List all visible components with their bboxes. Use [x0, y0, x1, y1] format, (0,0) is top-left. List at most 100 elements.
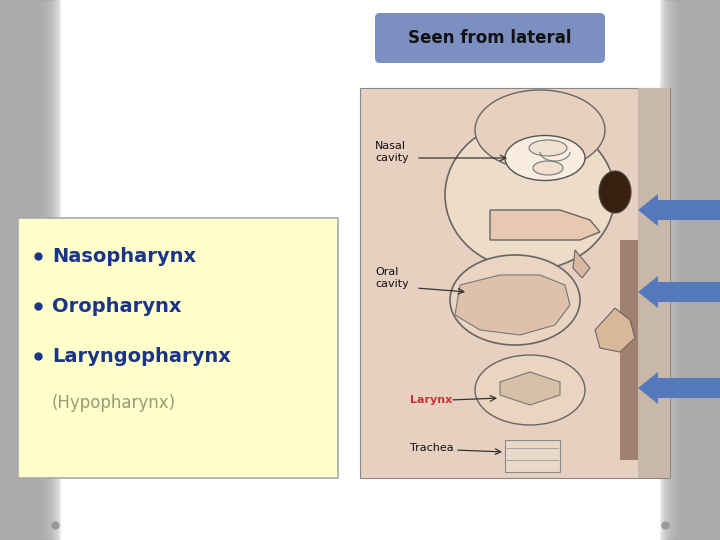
- Bar: [679, 0, 720, 540]
- Text: Larynx: Larynx: [410, 395, 452, 405]
- Bar: [665, 0, 720, 540]
- Bar: [0, 0, 45, 540]
- Bar: [0, 0, 11, 540]
- Text: Seen from lateral: Seen from lateral: [408, 29, 572, 47]
- Bar: [716, 0, 720, 540]
- Bar: [719, 0, 720, 540]
- Bar: [0, 0, 18, 540]
- Bar: [0, 0, 49, 540]
- Bar: [0, 0, 19, 540]
- Bar: [0, 0, 30, 540]
- Bar: [0, 0, 29, 540]
- Bar: [0, 0, 60, 540]
- Bar: [670, 0, 720, 540]
- Bar: [0, 0, 33, 540]
- Bar: [0, 0, 41, 540]
- Bar: [0, 0, 25, 540]
- Bar: [662, 0, 720, 540]
- Bar: [718, 0, 720, 540]
- Bar: [699, 0, 720, 540]
- Bar: [0, 0, 58, 540]
- Bar: [0, 0, 36, 540]
- Bar: [0, 0, 56, 540]
- Bar: [708, 0, 720, 540]
- Bar: [673, 0, 720, 540]
- Bar: [0, 0, 50, 540]
- Bar: [660, 0, 720, 540]
- Polygon shape: [500, 372, 560, 405]
- Bar: [694, 0, 720, 540]
- Bar: [0, 0, 10, 540]
- Bar: [678, 0, 720, 540]
- FancyBboxPatch shape: [505, 440, 560, 472]
- Bar: [712, 0, 720, 540]
- FancyBboxPatch shape: [360, 88, 670, 478]
- Bar: [0, 0, 38, 540]
- Bar: [705, 0, 720, 540]
- Bar: [0, 0, 37, 540]
- Bar: [0, 0, 7, 540]
- Bar: [0, 0, 57, 540]
- Bar: [696, 0, 720, 540]
- Ellipse shape: [475, 90, 605, 170]
- Bar: [664, 0, 720, 540]
- Bar: [693, 0, 720, 540]
- Bar: [677, 0, 720, 540]
- Bar: [714, 0, 720, 540]
- Bar: [0, 0, 1, 540]
- Bar: [681, 0, 720, 540]
- Bar: [715, 0, 720, 540]
- Bar: [713, 0, 720, 540]
- Bar: [702, 0, 720, 540]
- Polygon shape: [455, 275, 570, 335]
- Bar: [711, 0, 720, 540]
- Text: Trachea: Trachea: [410, 443, 454, 453]
- Ellipse shape: [475, 355, 585, 425]
- Bar: [683, 0, 720, 540]
- Bar: [687, 0, 720, 540]
- Bar: [0, 0, 9, 540]
- Bar: [0, 0, 21, 540]
- Bar: [688, 0, 720, 540]
- Bar: [0, 0, 20, 540]
- Bar: [671, 0, 720, 540]
- Bar: [0, 0, 48, 540]
- Ellipse shape: [505, 136, 585, 180]
- Bar: [0, 0, 26, 540]
- Bar: [0, 0, 24, 540]
- Text: Oropharynx: Oropharynx: [52, 296, 181, 315]
- Bar: [676, 0, 720, 540]
- Text: (Hypopharynx): (Hypopharynx): [52, 394, 176, 412]
- Bar: [0, 0, 23, 540]
- Text: Oral
cavity: Oral cavity: [375, 267, 409, 289]
- Bar: [695, 0, 720, 540]
- Bar: [700, 0, 720, 540]
- Bar: [0, 0, 31, 540]
- Bar: [666, 0, 720, 540]
- Bar: [710, 0, 720, 540]
- Bar: [672, 0, 720, 540]
- Bar: [0, 0, 12, 540]
- Bar: [689, 0, 720, 540]
- Bar: [682, 0, 720, 540]
- Bar: [0, 0, 40, 540]
- Bar: [0, 0, 5, 540]
- Bar: [0, 0, 27, 540]
- Bar: [0, 0, 6, 540]
- Bar: [706, 0, 720, 540]
- Bar: [0, 0, 2, 540]
- Bar: [698, 0, 720, 540]
- FancyBboxPatch shape: [658, 200, 720, 220]
- Bar: [0, 0, 13, 540]
- Bar: [0, 0, 35, 540]
- Bar: [0, 0, 43, 540]
- Bar: [0, 0, 46, 540]
- Bar: [680, 0, 720, 540]
- Ellipse shape: [450, 255, 580, 345]
- Polygon shape: [490, 210, 600, 240]
- Bar: [674, 0, 720, 540]
- Bar: [684, 0, 720, 540]
- Bar: [0, 0, 51, 540]
- Bar: [703, 0, 720, 540]
- FancyBboxPatch shape: [638, 88, 670, 478]
